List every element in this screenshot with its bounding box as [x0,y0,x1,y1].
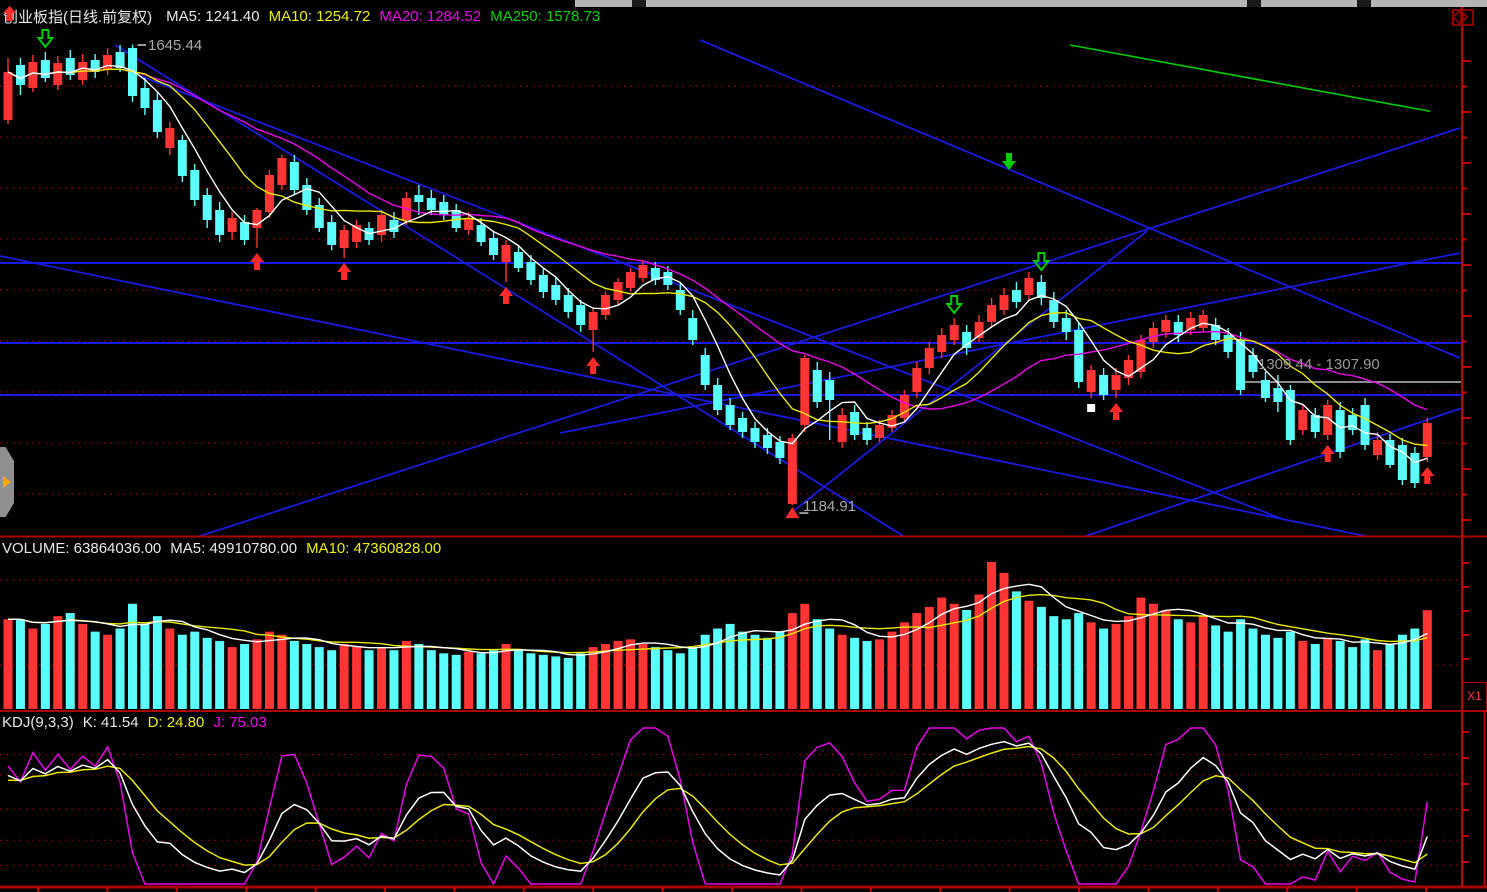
period-badge[interactable]: X1 [1462,682,1487,711]
price-range-label: 1309.44 - 1307.90 [1258,356,1380,373]
sell-arrow-icon [1002,153,1016,170]
volume-ma10-value: MA10: 47360828.00 [306,540,442,557]
sell-arrow-icon [1032,252,1051,272]
volume-header: VOLUME: 63864036.00 MA5: 49910780.00 MA1… [2,540,450,557]
ma250-line [1069,44,1431,113]
sell-arrow-icon [36,29,55,49]
buy-arrow-icon [1320,445,1335,462]
scrollbar-notch [1357,0,1371,7]
ma10-line [7,68,1428,447]
buy-arrow-icon [250,253,264,270]
ma-lines [7,64,1428,464]
square-marker-icon [1087,404,1096,412]
signal-markers [36,29,1435,519]
sidebar-expand-tab[interactable] [0,447,14,517]
expand-arrow-icon [3,476,11,488]
low-pointer-icon [785,507,800,519]
buy-arrow-icon [1420,467,1435,484]
ma10-value: MA10: 1254.72 [268,8,371,25]
sell-arrow-icon [945,295,964,315]
low-price-label: 1184.91 [803,498,857,515]
volume-pane [0,562,1462,709]
scrollbar-notch [1247,0,1261,7]
main-chart-header: 创业板指(日线.前复权) MA5: 1241.40 MA10: 1254.72 … [3,6,609,27]
buy-arrow-icon [586,357,601,374]
peak-price-label: 1645.44 [148,37,203,54]
symbol-title: 创业板指(日线.前复权) [3,9,153,26]
kdj-j-value: J: 75.03 [213,714,267,731]
buy-arrow-icon [337,263,352,280]
buy-arrow-icon [1109,403,1124,420]
scrollbar-notch [632,0,646,7]
ma20-line [7,68,1428,411]
volume-ma5-line [8,583,1428,656]
main-gridlines [0,85,1462,495]
ma5-line [7,64,1428,464]
kdj-j-line [7,727,1429,886]
volume-value: VOLUME: 63864036.00 [2,540,162,557]
ma20-value: MA20: 1284.52 [379,8,482,25]
volume-bars [3,562,1432,709]
trendlines [0,39,1462,537]
buy-arrow-icon [499,287,513,304]
ma5-value: MA5: 1241.40 [166,8,260,25]
kdj-title: KDJ(9,3,3) [2,714,74,731]
kdj-k-line [7,740,1429,876]
kdj-d-value: D: 24.80 [147,714,205,731]
kdj-header: KDJ(9,3,3) K: 41.54 D: 24.80 J: 75.03 [2,714,276,731]
top-scrollbar[interactable] [575,0,1487,7]
kdj-pane [0,727,1462,886]
ma250-value: MA250: 1578.73 [490,8,601,25]
kdj-k-value: K: 41.54 [82,714,139,731]
kdj-d-line [7,745,1428,866]
candlestick-layer [3,44,1432,506]
price-pane [0,39,1462,537]
volume-ma5-value: MA5: 49910780.00 [170,540,298,557]
